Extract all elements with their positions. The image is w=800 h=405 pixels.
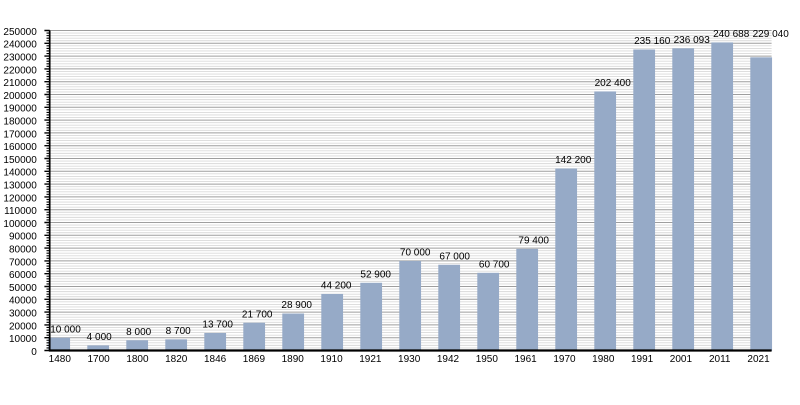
- svg-text:60 700: 60 700: [479, 260, 510, 271]
- svg-text:2021: 2021: [747, 354, 770, 365]
- svg-text:13 700: 13 700: [202, 320, 233, 331]
- svg-text:67 000: 67 000: [439, 251, 470, 262]
- svg-text:8 700: 8 700: [166, 326, 191, 337]
- svg-text:0: 0: [31, 347, 37, 358]
- svg-text:1930: 1930: [398, 354, 421, 365]
- svg-text:220000: 220000: [3, 65, 37, 76]
- svg-text:240 688: 240 688: [713, 29, 750, 40]
- svg-text:1800: 1800: [126, 354, 149, 365]
- svg-text:2001: 2001: [670, 354, 693, 365]
- svg-text:160000: 160000: [3, 142, 37, 153]
- svg-text:20000: 20000: [9, 321, 37, 332]
- svg-text:140000: 140000: [3, 168, 37, 179]
- svg-text:230000: 230000: [3, 53, 37, 64]
- svg-text:200000: 200000: [3, 91, 37, 102]
- svg-text:1890: 1890: [282, 354, 305, 365]
- svg-text:1950: 1950: [476, 354, 499, 365]
- svg-text:236 093: 236 093: [674, 35, 711, 46]
- svg-text:202 400: 202 400: [595, 78, 632, 89]
- svg-text:40000: 40000: [9, 296, 37, 307]
- svg-text:100000: 100000: [3, 219, 37, 230]
- svg-text:80000: 80000: [9, 245, 37, 256]
- svg-text:235 160: 235 160: [634, 36, 671, 47]
- svg-text:1480: 1480: [49, 354, 72, 365]
- svg-text:1910: 1910: [320, 354, 343, 365]
- svg-text:50000: 50000: [9, 283, 37, 294]
- svg-text:44 200: 44 200: [321, 281, 352, 292]
- svg-text:190000: 190000: [3, 104, 37, 115]
- svg-text:8 000: 8 000: [126, 327, 151, 338]
- svg-text:1961: 1961: [515, 354, 538, 365]
- svg-text:142 200: 142 200: [555, 155, 592, 166]
- svg-text:1970: 1970: [553, 354, 576, 365]
- svg-text:1700: 1700: [87, 354, 110, 365]
- svg-text:79 400: 79 400: [518, 236, 549, 247]
- svg-text:60000: 60000: [9, 270, 37, 281]
- svg-text:70000: 70000: [9, 257, 37, 268]
- svg-text:4 000: 4 000: [87, 332, 112, 343]
- svg-text:52 900: 52 900: [360, 269, 391, 280]
- svg-text:1942: 1942: [437, 354, 460, 365]
- svg-text:10 000: 10 000: [50, 324, 81, 335]
- svg-text:1921: 1921: [359, 354, 382, 365]
- svg-text:1980: 1980: [592, 354, 615, 365]
- svg-text:120000: 120000: [3, 193, 37, 204]
- svg-text:30000: 30000: [9, 309, 37, 320]
- svg-text:250000: 250000: [3, 27, 37, 38]
- svg-text:180000: 180000: [3, 117, 37, 128]
- svg-text:210000: 210000: [3, 78, 37, 89]
- svg-text:1846: 1846: [204, 354, 227, 365]
- svg-text:110000: 110000: [4, 206, 37, 217]
- svg-text:229 040: 229 040: [753, 29, 790, 40]
- svg-text:10000: 10000: [9, 334, 37, 345]
- svg-text:21 700: 21 700: [242, 309, 273, 320]
- svg-text:28 900: 28 900: [281, 300, 312, 311]
- svg-text:150000: 150000: [3, 155, 37, 166]
- svg-text:170000: 170000: [3, 129, 37, 140]
- svg-text:2011: 2011: [709, 354, 731, 365]
- svg-text:70 000: 70 000: [400, 248, 431, 259]
- svg-text:90000: 90000: [9, 232, 37, 243]
- svg-text:240000: 240000: [3, 40, 37, 51]
- svg-text:1869: 1869: [243, 354, 266, 365]
- svg-text:130000: 130000: [3, 181, 37, 192]
- svg-text:1991: 1991: [631, 354, 654, 365]
- svg-text:1820: 1820: [165, 354, 188, 365]
